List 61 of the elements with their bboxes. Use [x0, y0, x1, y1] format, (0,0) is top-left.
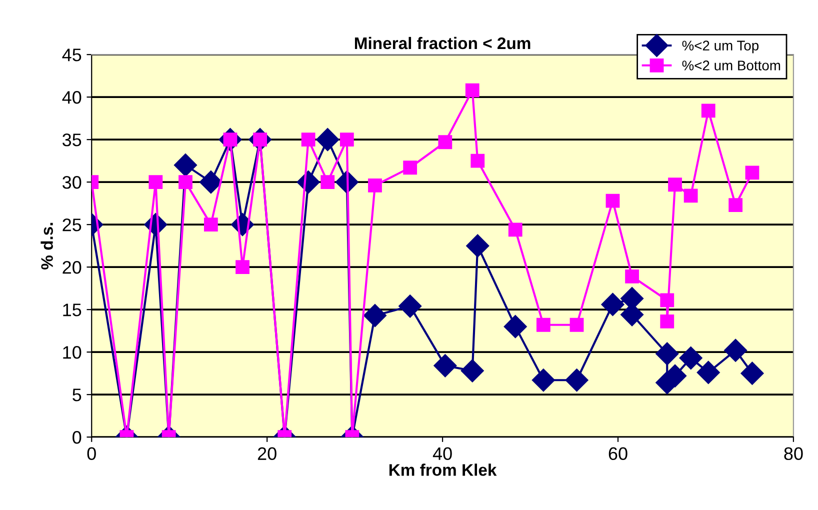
- point: [724, 338, 748, 362]
- y-tick-label: 30: [62, 176, 82, 189]
- point: [606, 194, 620, 208]
- point: [199, 170, 222, 194]
- y-tick-label: 45: [62, 48, 82, 62]
- x-tick-label: 0: [87, 447, 96, 460]
- point: [740, 362, 764, 385]
- x-tick-label: 40: [432, 447, 452, 460]
- point: [320, 175, 335, 190]
- point: [696, 360, 720, 384]
- point: [174, 154, 197, 177]
- point: [504, 315, 527, 338]
- point: [745, 166, 760, 180]
- point: [363, 304, 386, 328]
- y-axis-title: % d.s.: [40, 222, 53, 270]
- point: [679, 346, 702, 370]
- point: [236, 260, 250, 274]
- point: [565, 368, 588, 392]
- y-tick-label: 20: [62, 261, 82, 274]
- point: [178, 175, 192, 190]
- y-tick-label: 5: [72, 388, 82, 402]
- point: [728, 198, 743, 212]
- point: [368, 178, 382, 192]
- point: [668, 178, 682, 192]
- point: [532, 368, 555, 392]
- point: [470, 154, 485, 168]
- y-tick-label: 10: [63, 346, 82, 359]
- point: [301, 132, 316, 147]
- point: [204, 218, 218, 232]
- legend-label: %<2 um Top: [682, 40, 759, 54]
- y-tick-label: 25: [62, 218, 82, 232]
- point: [508, 222, 522, 237]
- x-tick-label: 60: [608, 447, 628, 460]
- point: [660, 314, 674, 328]
- point: [460, 359, 484, 382]
- point: [316, 128, 340, 152]
- point: [701, 104, 716, 118]
- x-axis-title: Km from Klek: [389, 464, 497, 476]
- point: [466, 234, 490, 258]
- chart-title: Mineral fraction < 2um: [354, 36, 530, 50]
- point: [148, 175, 163, 190]
- y-tick-label: 40: [62, 91, 82, 104]
- point: [660, 293, 674, 308]
- point: [340, 132, 354, 147]
- legend-label: %<2 um Bottom: [682, 60, 780, 70]
- point: [536, 318, 550, 332]
- point: [570, 318, 584, 332]
- point: [684, 188, 698, 203]
- point: [398, 294, 422, 318]
- point: [601, 292, 624, 316]
- point: [625, 269, 639, 284]
- y-tick-label: 15: [63, 304, 82, 316]
- point: [438, 135, 452, 150]
- point: [434, 354, 457, 378]
- point: [403, 160, 418, 175]
- point: [656, 342, 679, 366]
- y-tick-label: 35: [62, 134, 82, 146]
- x-tick-label: 20: [258, 447, 276, 460]
- y-tick-label: 0: [72, 431, 82, 444]
- x-tick-label: 80: [784, 447, 803, 460]
- point: [465, 83, 480, 98]
